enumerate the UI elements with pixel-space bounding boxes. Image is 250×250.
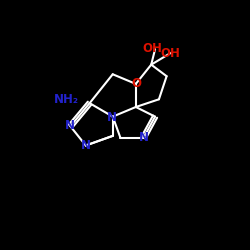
Text: OH: OH: [143, 42, 163, 55]
Text: NH₂: NH₂: [54, 93, 79, 106]
Text: N: N: [107, 110, 117, 124]
Text: N: N: [81, 138, 91, 151]
Text: N: N: [138, 131, 148, 144]
Text: OH: OH: [160, 46, 180, 60]
Text: N: N: [64, 119, 74, 132]
Text: O: O: [132, 78, 142, 90]
